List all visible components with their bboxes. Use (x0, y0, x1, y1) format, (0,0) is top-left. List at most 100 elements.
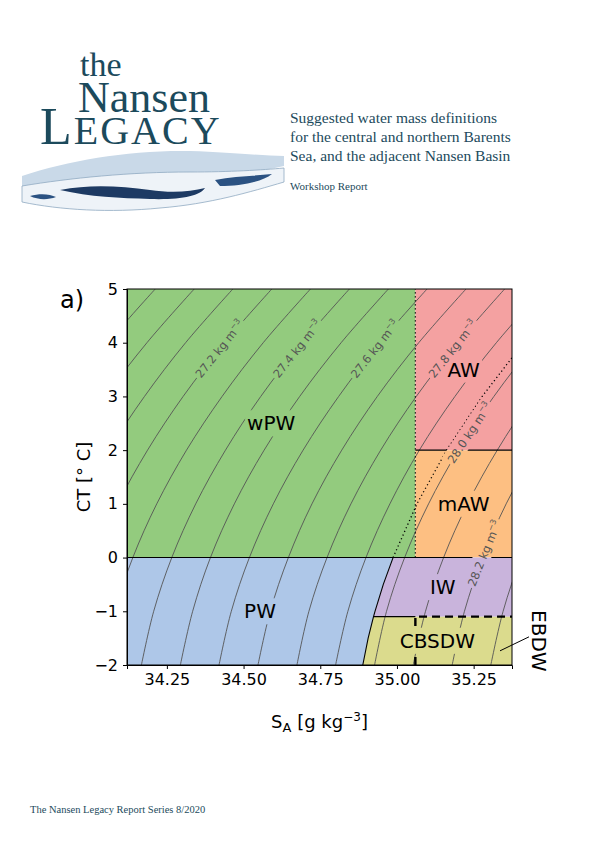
y-tick-mark (123, 450, 127, 451)
isopycnal-label-sup: −3 (305, 316, 319, 331)
footer: The Nansen Legacy Report Series 8/2020 (30, 804, 205, 815)
regions (127, 289, 512, 665)
y-tick-label: 0 (108, 548, 118, 567)
ice-water (30, 194, 56, 199)
isopycnal (375, 289, 512, 665)
isopycnal-label-text: 28.2 kg m (465, 529, 500, 588)
x-axis-title-part: [g kg (291, 711, 343, 732)
isopycnal-label-text: 27.2 kg m (193, 327, 240, 381)
y-tick: 4 (108, 333, 127, 352)
title-line: Suggested water mass definitions (290, 109, 497, 126)
isopycnal-label-sup: −3 (485, 518, 498, 532)
logo-legacy: LEGACY (40, 98, 222, 155)
isopycnal-labels: 27.2 kg m−327.4 kg m−327.6 kg m−327.8 kg… (191, 316, 504, 588)
boundary-solid (127, 557, 512, 558)
logo-legacy-initial: L (40, 98, 74, 155)
x-axis-line (128, 666, 513, 670)
y-tick: 2 (108, 441, 127, 460)
x-tick-label: 34.75 (298, 670, 344, 689)
region-wpw (127, 289, 415, 558)
region-pw (127, 558, 393, 665)
y-tick: −1 (94, 602, 127, 621)
region-label: IW (430, 575, 456, 599)
y-tick-label: 3 (108, 387, 118, 406)
isopycnal-label-sup: −3 (227, 316, 241, 331)
boundary-solid (374, 616, 416, 617)
y-tick-mark (123, 289, 127, 290)
region-label: PW (244, 599, 276, 623)
region-label: CBSDW (400, 629, 475, 653)
region-aw (415, 289, 512, 450)
y-tick: 1 (108, 494, 127, 513)
x-tick-mark (474, 665, 475, 669)
x-tick: 34.75 (298, 665, 344, 689)
region-maw (415, 450, 512, 557)
ice-floe (22, 168, 284, 210)
y-tick-label: −1 (94, 602, 118, 621)
y-tick-label: 2 (108, 441, 118, 460)
isopycnal-label-sup: −3 (475, 399, 489, 414)
isopycnal (336, 289, 512, 665)
y-tick-label: 5 (108, 280, 118, 299)
boundary-solid (363, 558, 393, 665)
y-tick-mark (123, 504, 127, 505)
y-tick: 5 (108, 280, 127, 299)
y-tick-label: 1 (108, 494, 118, 513)
ice-water (60, 186, 205, 199)
y-tick: 3 (108, 387, 127, 406)
region-label: wPW (247, 411, 295, 435)
boundaries (127, 289, 512, 665)
x-tick: 35.00 (375, 665, 421, 689)
isopycnal-label-text: 27.6 kg m (348, 326, 395, 380)
boundary-dotted (415, 289, 416, 558)
x-tick: 35.25 (451, 665, 497, 689)
y-tick: −2 (94, 656, 127, 675)
region-leader (500, 637, 529, 651)
x-axis-title-part: ] (361, 711, 368, 732)
isopycnal (413, 289, 512, 665)
isopycnal-label: 28.0 kg m−3 (443, 399, 495, 466)
panel-label: a) (60, 286, 84, 314)
region-label: mAW (438, 492, 490, 516)
x-tick-label: 34.25 (144, 670, 190, 689)
y-tick-mark (123, 396, 127, 397)
isopycnal (297, 289, 505, 665)
y-axis-title: CT [° C] (73, 442, 94, 513)
logo-ice (22, 151, 284, 211)
x-tick-label: 34.50 (221, 670, 267, 689)
isopycnal-label: 28.2 kg m−3 (463, 518, 504, 589)
isopycnal-label-sup: −3 (461, 316, 475, 331)
x-tick-mark (320, 665, 321, 669)
x-tick-mark (244, 665, 245, 669)
region-cbsdw (363, 617, 512, 665)
logo-legacy-rest: EGACY (74, 108, 222, 153)
isopycnal (127, 289, 194, 665)
isopycnal (180, 289, 388, 665)
subtitle: Workshop Report (290, 180, 368, 192)
isopycnal (258, 289, 466, 665)
isopycnal-label: 27.2 kg m−3 (191, 316, 247, 380)
region-label: AW (447, 358, 480, 382)
page: theNansenLEGACYSuggested water mass defi… (0, 0, 595, 842)
isopycnal (491, 289, 512, 665)
x-axis-title-sub: A (283, 720, 292, 735)
isopycnal-label-text: 27.4 kg m (270, 327, 317, 381)
isopycnal-label: 27.8 kg m−3 (424, 316, 480, 380)
isopycnal-label: 27.4 kg m−3 (269, 316, 325, 380)
title-line: Sea, and the adjacent Nansen Basin (290, 147, 511, 164)
x-axis-title-sup: −3 (343, 710, 361, 724)
x-tick-mark (397, 665, 398, 669)
y-tick: 0 (108, 548, 127, 567)
region-labels: wPWAWmAWPWIWCBSDWEBDW (244, 358, 551, 672)
y-tick-label: 4 (108, 333, 118, 352)
isopycnals (127, 289, 512, 665)
title: Suggested water mass definitions for the … (290, 109, 511, 164)
x-tick-label: 35.25 (451, 670, 497, 689)
boundary-dotted (393, 343, 512, 558)
ice-water (215, 174, 272, 186)
x-axis: 34.25 34.50 34.75 35.00 35.25 (128, 665, 513, 689)
x-tick: 34.50 (221, 665, 267, 689)
y-axis: −2 −1 0 1 2 3 4 5 (94, 280, 127, 675)
title-line: for the central and northern Barents (290, 128, 511, 145)
x-tick-label: 35.00 (375, 670, 421, 689)
